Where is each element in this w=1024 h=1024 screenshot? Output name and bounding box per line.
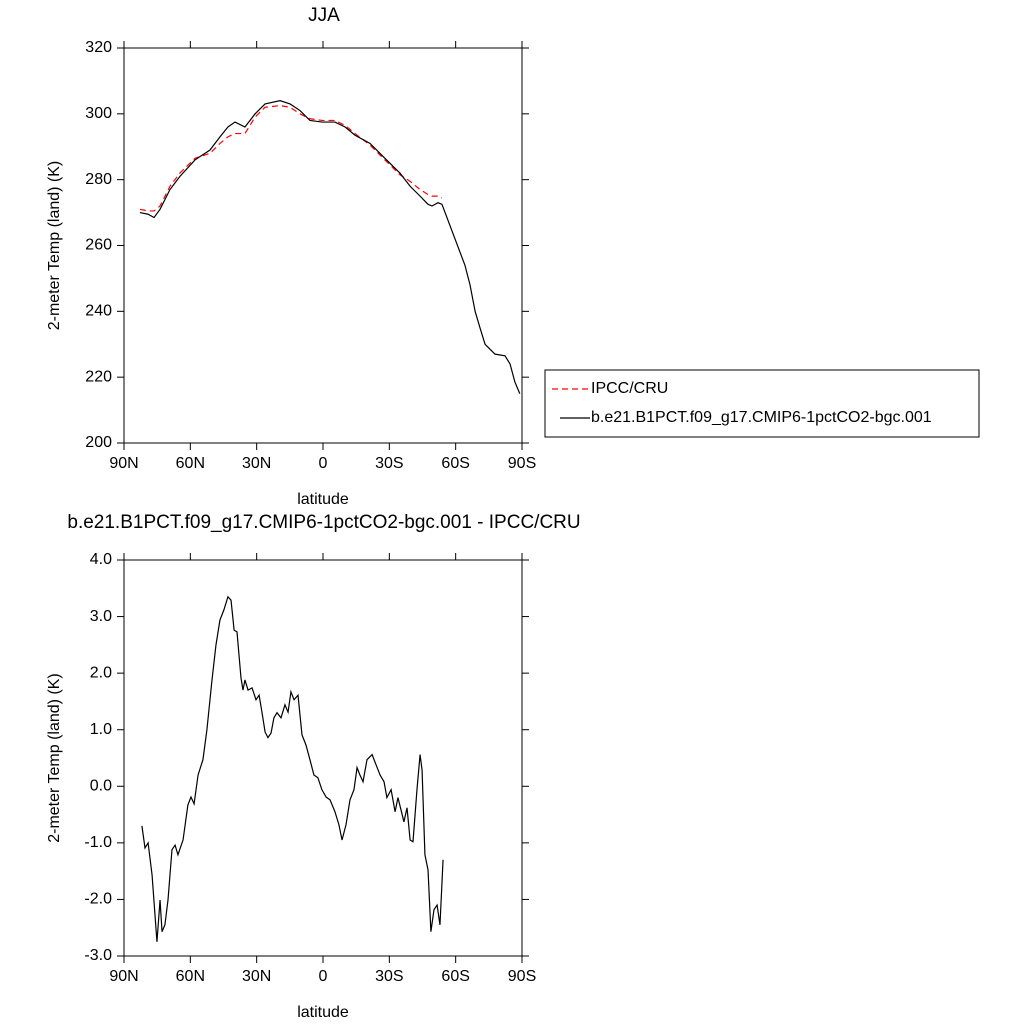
x-tick-label: 30S [375, 455, 403, 472]
y-tick-label: 0.0 [90, 778, 112, 795]
x-tick-label: 0 [319, 968, 328, 985]
x-tick-label: 0 [319, 455, 328, 472]
data-line [141, 595, 444, 942]
x-tick-label: 60S [441, 455, 469, 472]
y-tick-label: 240 [85, 303, 112, 320]
y-tick-label: 200 [85, 434, 112, 451]
x-tick-label: 30S [375, 968, 403, 985]
y-tick-label: 260 [85, 237, 112, 254]
y-tick-label: -2.0 [84, 891, 112, 908]
x-tick-label: 30N [242, 455, 271, 472]
y-tick-label: 4.0 [90, 551, 112, 568]
x-tick-label: 60N [176, 968, 205, 985]
chart-title: JJA [308, 5, 340, 26]
plot-frame [123, 47, 523, 444]
x-tick-label: 90S [508, 455, 536, 472]
y-tick-label: 220 [85, 368, 112, 385]
x-axis-label: latitude [297, 1004, 349, 1021]
x-tick-label: 60S [441, 968, 469, 985]
legend-label: IPCC/CRU [591, 380, 668, 397]
y-axis-label: 2-meter Temp (land) (K) [46, 161, 63, 331]
y-tick-label: -1.0 [84, 834, 112, 851]
x-axis-label: latitude [297, 491, 349, 508]
y-tick-label: 1.0 [90, 721, 112, 738]
legend: IPCC/CRU b.e21.B1PCT.f09_g17.CMIP6-1pctCO… [544, 369, 980, 438]
legend-label: b.e21.B1PCT.f09_g17.CMIP6-1pctCO2-bgc.00… [591, 409, 932, 426]
y-tick-label: 320 [85, 39, 112, 56]
x-tick-label: 90N [109, 455, 138, 472]
y-tick-label: 2.0 [90, 664, 112, 681]
plot-frame [123, 559, 523, 957]
y-tick-label: 3.0 [90, 608, 112, 625]
y-tick-label: -3.0 [84, 947, 112, 964]
y-tick-label: 300 [85, 105, 112, 122]
x-tick-label: 90N [109, 968, 138, 985]
x-tick-label: 30N [242, 968, 271, 985]
y-axis-label: 2-meter Temp (land) (K) [46, 673, 63, 843]
chart-title: b.e21.B1PCT.f09_g17.CMIP6-1pctCO2-bgc.00… [67, 512, 580, 533]
data-line [139, 100, 521, 394]
x-tick-label: 60N [176, 455, 205, 472]
x-tick-label: 90S [508, 968, 536, 985]
legend-box [544, 369, 980, 438]
data-line [139, 104, 443, 212]
y-tick-label: 280 [85, 171, 112, 188]
